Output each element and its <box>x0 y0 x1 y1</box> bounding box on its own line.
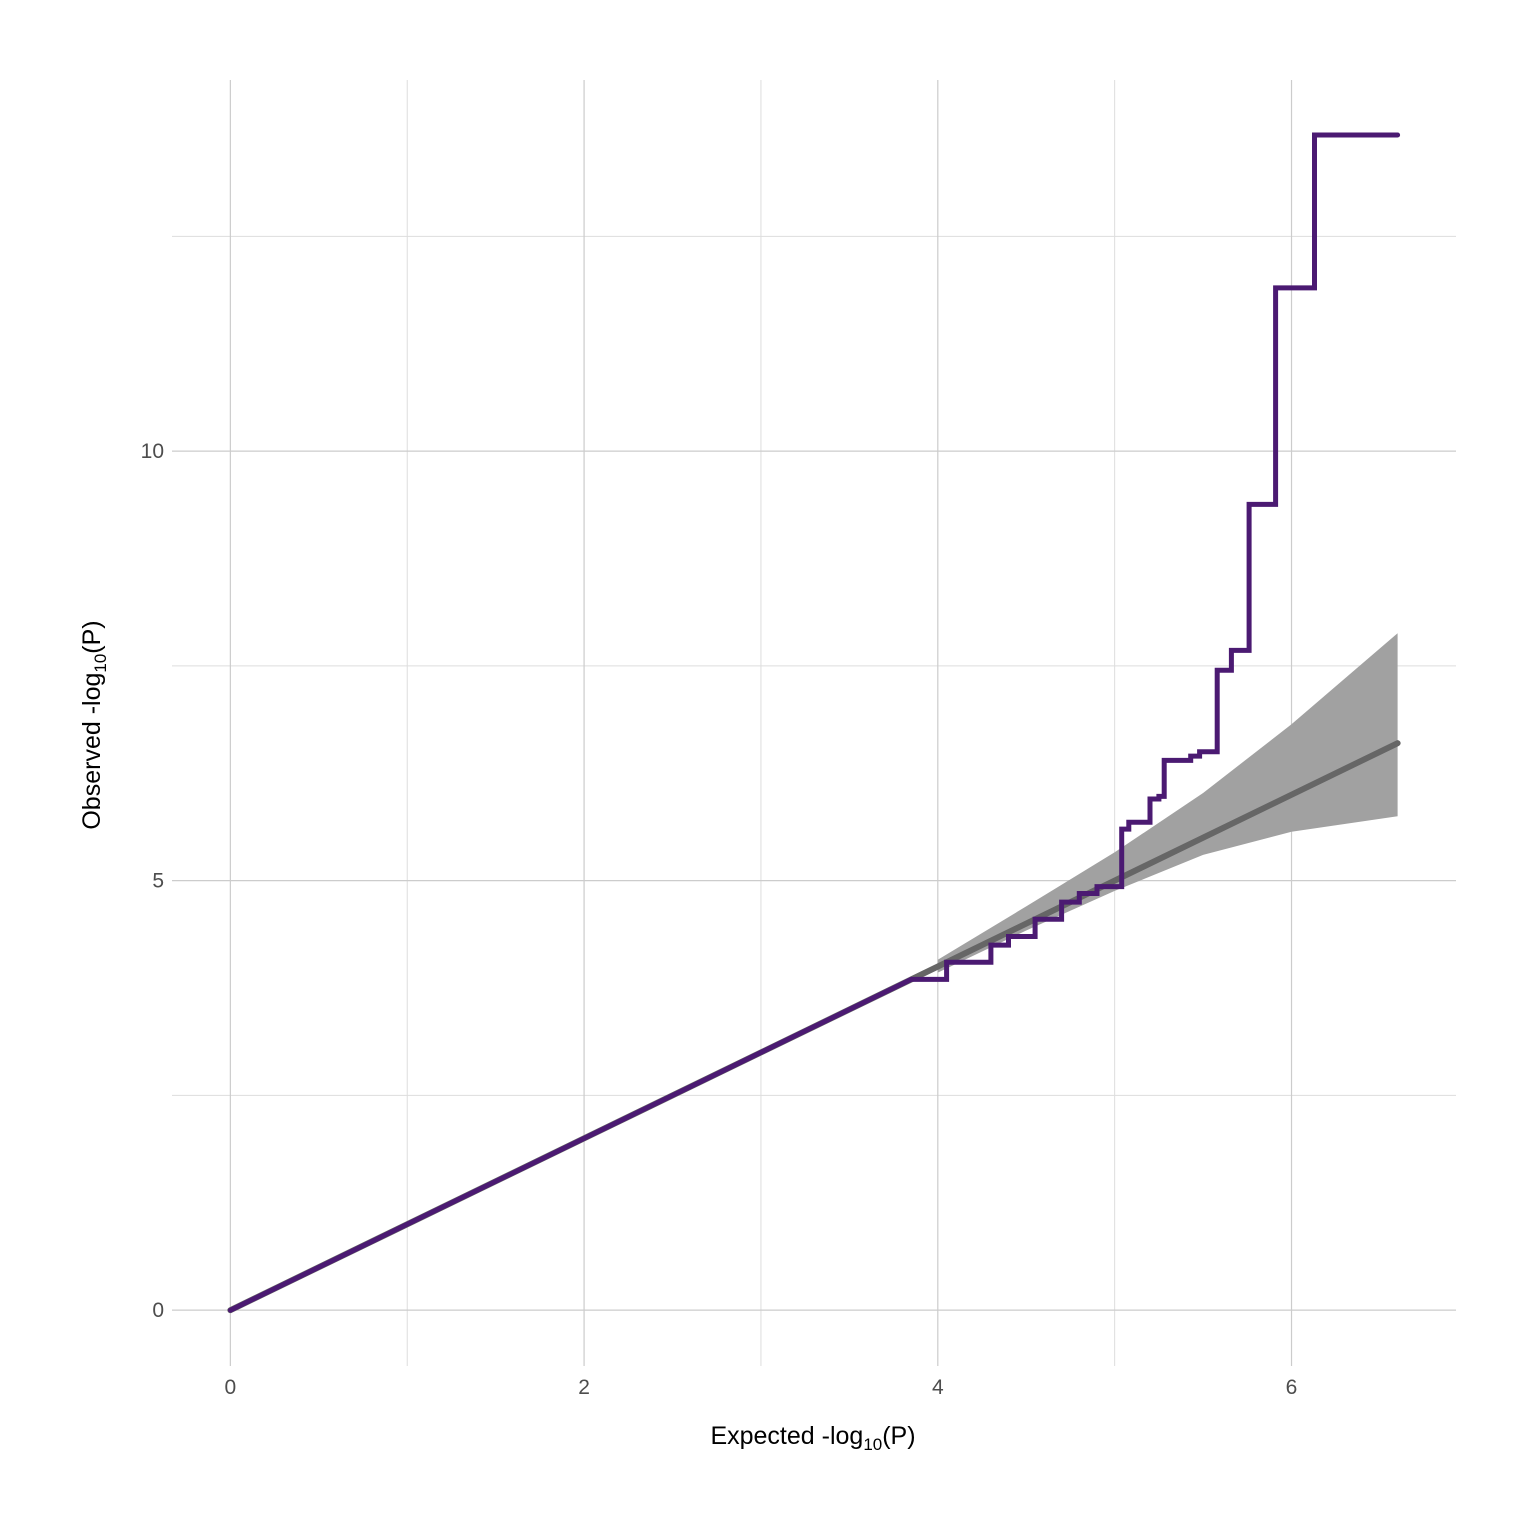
minor-gridlines <box>172 80 1456 1366</box>
x-tick-label: 6 <box>1286 1376 1298 1399</box>
x-tick-label: 2 <box>578 1376 590 1399</box>
confidence-band <box>937 633 1398 973</box>
y-tick-label: 5 <box>152 870 164 893</box>
y-tick-label: 10 <box>141 440 164 463</box>
observed-series-line <box>227 132 1401 1313</box>
x-axis-title: Expected -log10(P) <box>710 1422 915 1454</box>
x-tick-label: 4 <box>932 1376 944 1399</box>
y-axis-title: Observed -log10(P) <box>78 620 110 829</box>
major-gridlines <box>172 80 1456 1366</box>
x-tick-label: 0 <box>225 1376 237 1399</box>
x-axis-tick-labels: 0 2 4 6 <box>225 1376 1298 1399</box>
y-tick-label: 0 <box>152 1299 164 1322</box>
plot-area <box>227 132 1401 1314</box>
y-axis-tick-labels: 0 5 10 <box>141 440 164 1322</box>
